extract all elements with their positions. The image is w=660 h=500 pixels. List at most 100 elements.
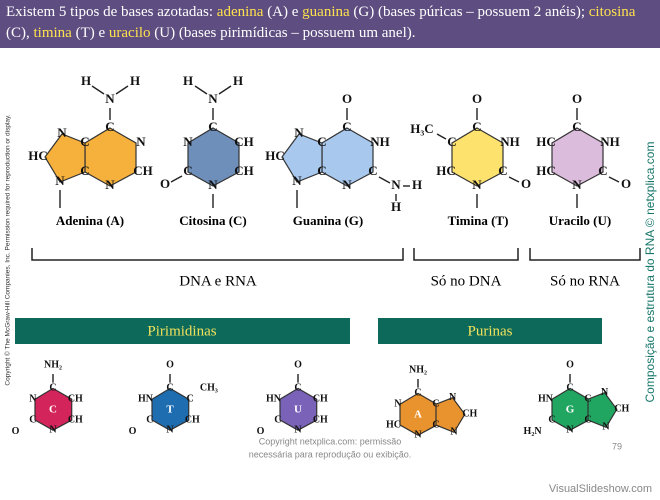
group-label: Só no DNA: [431, 273, 502, 289]
section-bar: [378, 318, 602, 344]
atom-label: C: [208, 119, 217, 134]
molecule-name: Citosina (C): [179, 213, 247, 228]
bond: [218, 85, 232, 95]
atom-label: HN: [538, 393, 554, 404]
highlight-text: uracilo: [108, 25, 151, 41]
ring: [151, 387, 190, 431]
atom-label: CH: [68, 393, 83, 404]
base-letter: U: [294, 404, 302, 416]
atom-label: HC: [536, 163, 556, 178]
atom-label: H: [81, 73, 91, 88]
atom-label: C: [432, 419, 439, 430]
atom-label: O: [12, 426, 20, 437]
header-text: (G) (bases púricas – possuem 2 anéis);: [349, 4, 589, 20]
atom-label: HN: [138, 393, 154, 404]
atom-label: C: [584, 393, 591, 404]
bracket: [529, 248, 641, 261]
atom-label: C: [414, 388, 421, 399]
atom-label: N: [208, 91, 218, 106]
atom-label: NH₂: [409, 365, 427, 376]
bracket: [413, 248, 519, 261]
molecule-name: Adenina (A): [56, 213, 124, 228]
molecule-name: Guanina (G): [293, 213, 363, 228]
atom-label: N: [29, 393, 37, 404]
ring: [279, 387, 318, 431]
atom-label: C: [317, 134, 326, 149]
ring: [281, 133, 323, 183]
header-text: (T) e: [71, 25, 109, 41]
atom-label: C: [472, 119, 481, 134]
atom-label: O: [521, 176, 531, 191]
atom-label: N: [472, 177, 482, 192]
group-label: Só no RNA: [550, 273, 620, 289]
atom-label: O: [342, 91, 352, 106]
molecule-name: Timina (T): [448, 213, 509, 228]
atom-label: HC: [386, 419, 401, 430]
page-number: 79: [612, 441, 622, 451]
atom-label: H₃C: [410, 121, 433, 136]
atom-label: N: [166, 424, 174, 435]
atom-label: N: [414, 429, 422, 440]
atom-label: C: [447, 134, 456, 149]
atom-label: C: [146, 414, 153, 425]
atom-label: HC: [28, 148, 48, 163]
atom-label: C: [317, 163, 326, 178]
atom-label: H: [391, 199, 401, 214]
highlight-text: citosina: [588, 4, 636, 20]
atom-label: H₂N: [524, 426, 543, 437]
atom-label: N: [566, 424, 574, 435]
atom-label: C: [187, 393, 194, 404]
header-text: Existem 5 tipos de bases azotadas:: [6, 4, 217, 20]
site-name: VisualSlideshow.com: [549, 483, 652, 495]
atom-label: HN: [266, 393, 282, 404]
section-title: Purinas: [468, 323, 513, 339]
ring: [44, 133, 86, 183]
atom-label: N: [105, 177, 115, 192]
atom-label: N: [602, 422, 610, 433]
atom-label: N: [449, 392, 457, 403]
header-text: (A) e: [263, 4, 303, 20]
atom-label: C: [49, 383, 56, 394]
atom-label: N: [601, 387, 609, 398]
atom-label: CH: [462, 409, 477, 420]
bond: [378, 176, 391, 184]
atom-label: C: [294, 383, 301, 394]
bond: [508, 176, 520, 183]
header-text: (U) (bases pirimídicas – possuem um anel…: [150, 25, 416, 41]
atom-label: O: [160, 176, 170, 191]
atom-label: C: [368, 163, 377, 178]
atom-label: O: [566, 360, 574, 371]
group-label: DNA e RNA: [179, 273, 257, 289]
atom-label: C: [105, 119, 114, 134]
atom-label: N: [183, 134, 193, 149]
atom-label: HC: [436, 163, 456, 178]
ring: [435, 396, 466, 434]
atom-label: N: [57, 125, 67, 140]
atom-label: O: [572, 91, 582, 106]
atom-label: N: [105, 91, 115, 106]
bond: [608, 176, 620, 183]
atom-label: CH: [234, 163, 254, 178]
footer-copyright: necessária para reprodução ou exibição.: [249, 449, 412, 459]
atom-label: CH: [313, 414, 328, 425]
atom-label: H: [412, 177, 422, 192]
atom-label: C: [80, 163, 89, 178]
atom-label: N: [394, 398, 402, 409]
atom-label: CH: [234, 134, 254, 149]
atom-label: N: [55, 173, 65, 188]
atom-label: N: [450, 427, 458, 438]
footer-copyright: Copyright netxplica.com: permissão: [259, 436, 402, 446]
atom-label: C: [183, 163, 192, 178]
watermark: Composição e estrutura do RNA © netxplic…: [643, 142, 657, 403]
atom-label: HC: [265, 148, 285, 163]
atom-label: CH: [68, 414, 83, 425]
base-letter: G: [566, 404, 575, 416]
atom-label: N: [136, 134, 146, 149]
atom-label: N: [572, 177, 582, 192]
header-text: (C),: [6, 25, 34, 41]
header: Existem 5 tipos de bases azotadas: adeni…: [0, 0, 660, 48]
ring: [587, 391, 618, 429]
ring: [551, 127, 604, 187]
atom-label: N: [49, 424, 57, 435]
